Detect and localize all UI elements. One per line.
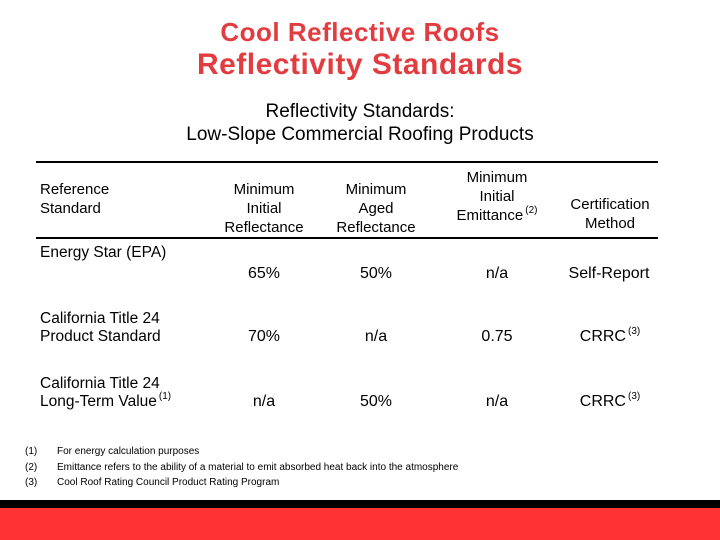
header-line: Emittance (2) xyxy=(432,206,562,225)
footnote-1: (1) For energy calculation purposes xyxy=(25,444,458,460)
row-label-line: Long-Term Value (1) xyxy=(40,390,208,411)
footnote-ref-3: (3) xyxy=(627,325,641,337)
header-line: Method xyxy=(584,215,636,232)
row-label-line: California Title 24 xyxy=(40,375,160,392)
row-label: California Title 24 Product Standard xyxy=(36,307,208,373)
footnote-text: Emittance refers to the ability of a mat… xyxy=(57,461,459,473)
footnote-text: Cool Roof Rating Council Product Rating … xyxy=(57,477,280,488)
cell-initial-reflectance: 70% xyxy=(247,328,281,345)
footnote-ref-2: (2) xyxy=(525,205,538,216)
header-line: Standard xyxy=(40,200,101,217)
footnote-ref-3: (3) xyxy=(627,390,641,402)
footer-black-strip xyxy=(0,500,720,508)
footnote-3: (3) Cool Roof Rating Council Product Rati… xyxy=(25,475,458,491)
row-label: Energy Star (EPA) xyxy=(36,239,208,307)
slide-title: Cool Reflective Roofs Reflectivity Stand… xyxy=(0,17,720,81)
cell-initial-reflectance: 65% xyxy=(247,265,281,282)
header-line: Minimum xyxy=(345,181,407,198)
header-certification-method: Certification Method xyxy=(562,163,658,237)
header-line: Certification xyxy=(570,196,650,213)
cell-aged-reflectance: 50% xyxy=(359,265,393,282)
slide-title-line1: Cool Reflective Roofs xyxy=(220,17,500,47)
footer-red-bar xyxy=(0,508,720,540)
certification-text: Self-Report xyxy=(568,265,650,282)
row-label-line: Product Standard xyxy=(40,328,161,345)
table-row-energy-star: Energy Star (EPA) 65% 50% n/a Self-Repor… xyxy=(36,239,658,307)
row-label: California Title 24 Long-Term Value (1) xyxy=(36,373,208,443)
cell-certification: CRRC (3) xyxy=(562,307,658,373)
header-line: Reflectance xyxy=(224,219,304,236)
footnote-number: (3) xyxy=(25,477,38,488)
footnote-2: (2) Emittance refers to the ability of a … xyxy=(25,460,458,476)
header-min-aged-reflectance: Minimum Aged Reflectance xyxy=(320,163,432,237)
certification-text: CRRC xyxy=(579,328,626,345)
table-header-row: Reference Standard Minimum Initial Refle… xyxy=(36,161,658,239)
table-row-title24-longterm: California Title 24 Long-Term Value (1) n… xyxy=(36,373,658,443)
slide-title-line2: Reflectivity Standards xyxy=(196,48,524,81)
header-line: Reference xyxy=(40,181,110,198)
slide-subtitle: Reflectivity Standards: Low-Slope Commer… xyxy=(0,100,720,146)
header-min-initial-emittance: Minimum Initial Emittance (2) xyxy=(432,163,562,237)
cell-certification: CRRC (3) xyxy=(562,373,658,443)
certification-text: CRRC xyxy=(579,393,626,410)
footnotes: (1) For energy calculation purposes (2) Em… xyxy=(25,444,458,491)
cell-initial-emittance: n/a xyxy=(485,393,509,410)
header-min-initial-reflectance: Minimum Initial Reflectance xyxy=(208,163,320,237)
cell-initial-emittance: 0.75 xyxy=(481,328,513,345)
row-label-text: Long-Term Value xyxy=(40,393,157,410)
table-row-title24-product: California Title 24 Product Standard 70%… xyxy=(36,307,658,373)
footnote-number: (2) xyxy=(25,461,38,473)
footnote-text: For energy calculation purposes xyxy=(57,446,200,457)
subtitle-line2: Low-Slope Commercial Roofing Products xyxy=(186,124,534,145)
cell-initial-emittance: n/a xyxy=(485,265,509,282)
header-line: Reflectance xyxy=(336,219,416,236)
footnote-number: (1) xyxy=(25,446,38,457)
subtitle-line1: Reflectivity Standards: xyxy=(265,101,455,122)
header-line: Aged xyxy=(358,200,394,217)
header-reference-standard: Reference Standard xyxy=(36,163,208,237)
row-label-line: Energy Star (EPA) xyxy=(40,244,167,261)
header-line: Minimum xyxy=(233,181,295,198)
cell-initial-reflectance: n/a xyxy=(252,393,276,410)
cell-aged-reflectance: 50% xyxy=(359,393,393,410)
header-text: Emittance xyxy=(456,207,524,224)
cell-aged-reflectance: n/a xyxy=(364,328,388,345)
header-line: Initial xyxy=(246,200,282,217)
footnote-ref-1: (1) xyxy=(158,390,172,402)
header-line: Initial xyxy=(479,188,515,205)
row-label-line: California Title 24 xyxy=(40,310,160,327)
reflectivity-standards-table: Reference Standard Minimum Initial Refle… xyxy=(36,161,658,443)
header-line: Minimum xyxy=(466,169,528,186)
cell-certification: Self-Report xyxy=(562,239,658,307)
